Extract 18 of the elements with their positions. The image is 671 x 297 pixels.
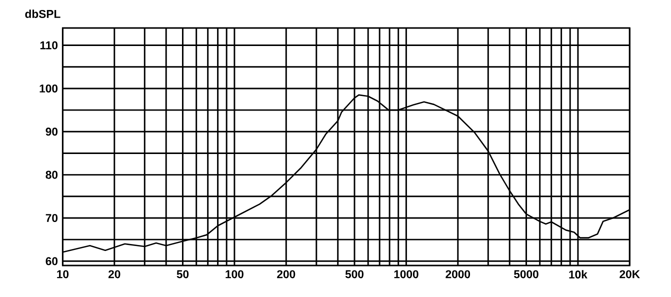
- y-axis-title: dbSPL: [25, 9, 60, 18]
- y-tick-label: 90: [46, 127, 58, 136]
- x-tick-label: 10: [57, 270, 69, 278]
- x-tick-label: 2000: [446, 270, 470, 278]
- y-tick-label: 70: [46, 214, 58, 222]
- x-tick-label: 5000: [514, 270, 538, 278]
- y-tick-label: 110: [40, 41, 58, 50]
- x-tick-label: 200: [277, 270, 296, 278]
- x-tick-label: 10k: [569, 270, 588, 278]
- x-tick-label: 50: [176, 270, 189, 278]
- y-tick-label: 100: [40, 84, 58, 92]
- x-tick-label: 20: [108, 270, 120, 278]
- x-tick-label: 1000: [394, 270, 418, 278]
- x-tick-label: 20K: [620, 270, 640, 278]
- x-tick-label: 100: [226, 270, 244, 278]
- y-tick-label: 80: [46, 170, 58, 179]
- x-tick-label: 500: [345, 270, 364, 278]
- y-tick-label: 60: [46, 256, 58, 265]
